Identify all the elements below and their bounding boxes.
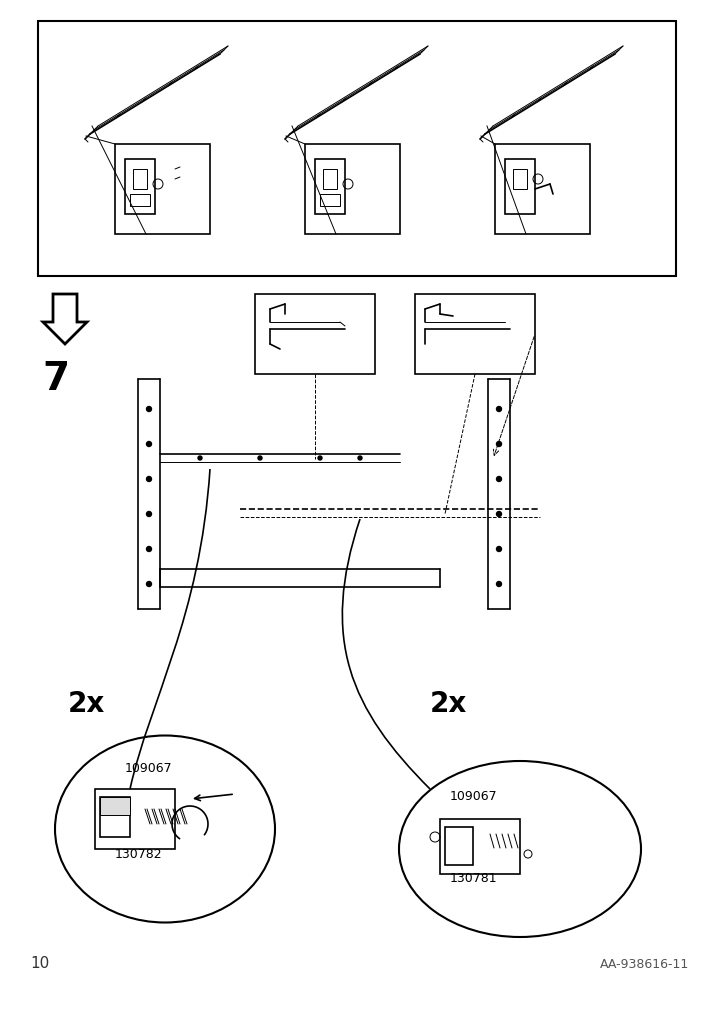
Circle shape bbox=[496, 407, 501, 412]
Bar bbox=[130, 195, 150, 207]
Bar bbox=[255, 295, 375, 375]
Circle shape bbox=[496, 442, 501, 447]
Text: 2x: 2x bbox=[430, 690, 467, 717]
Circle shape bbox=[496, 477, 501, 482]
Circle shape bbox=[146, 442, 151, 447]
Circle shape bbox=[318, 457, 322, 461]
Bar bbox=[320, 195, 340, 207]
Bar bbox=[440, 819, 520, 875]
Text: 7: 7 bbox=[42, 360, 69, 397]
Bar bbox=[305, 145, 400, 235]
Text: AA-938616-11: AA-938616-11 bbox=[600, 957, 689, 970]
Bar bbox=[323, 170, 337, 190]
Bar bbox=[100, 798, 130, 815]
Circle shape bbox=[496, 582, 501, 587]
Circle shape bbox=[146, 407, 151, 412]
Text: 2x: 2x bbox=[68, 690, 105, 717]
Circle shape bbox=[496, 547, 501, 552]
Text: 130782: 130782 bbox=[115, 847, 163, 860]
Bar bbox=[95, 790, 175, 849]
Polygon shape bbox=[43, 295, 87, 345]
Bar bbox=[505, 160, 535, 214]
Bar bbox=[445, 827, 473, 865]
Circle shape bbox=[146, 582, 151, 587]
Bar bbox=[115, 145, 210, 235]
Bar bbox=[125, 160, 155, 214]
Text: 109067: 109067 bbox=[125, 761, 173, 774]
Text: 130781: 130781 bbox=[450, 871, 498, 885]
Circle shape bbox=[146, 477, 151, 482]
Bar bbox=[415, 295, 535, 375]
Bar bbox=[133, 170, 147, 190]
Text: 109067: 109067 bbox=[450, 790, 498, 802]
Bar bbox=[315, 160, 345, 214]
Bar bbox=[38, 22, 676, 277]
Circle shape bbox=[358, 457, 362, 461]
Circle shape bbox=[258, 457, 262, 461]
Bar bbox=[513, 170, 527, 190]
Bar bbox=[100, 798, 130, 837]
Bar bbox=[495, 145, 590, 235]
Text: 10: 10 bbox=[30, 955, 49, 970]
Circle shape bbox=[146, 512, 151, 517]
Circle shape bbox=[496, 512, 501, 517]
Circle shape bbox=[198, 457, 202, 461]
Circle shape bbox=[146, 547, 151, 552]
